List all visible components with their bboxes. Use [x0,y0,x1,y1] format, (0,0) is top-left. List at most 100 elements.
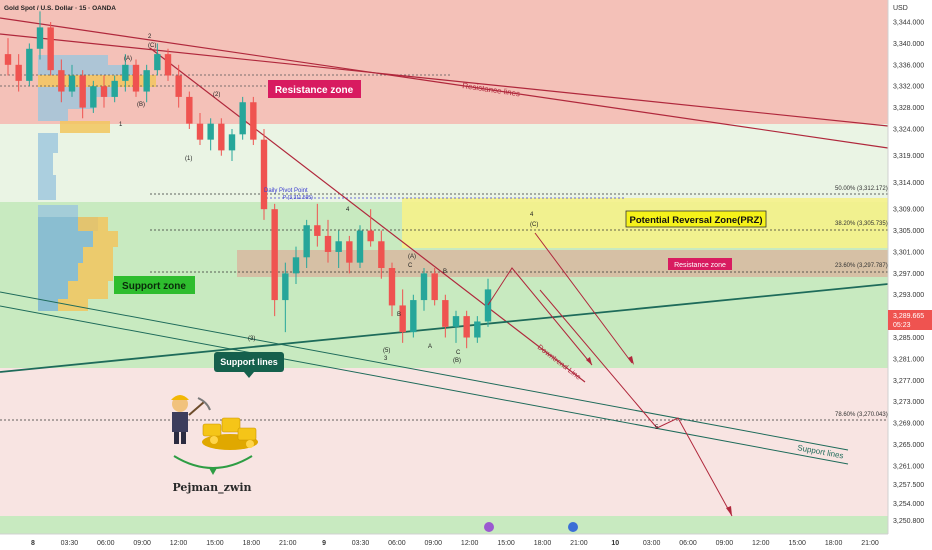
candles-layer [4,11,492,349]
y-tick-label: 3,285.000 [893,335,924,342]
x-tick-label: 21:00 [279,540,297,547]
candle [410,294,417,338]
x-tick-label: 12:00 [461,540,479,547]
wave-label: 1 [119,122,123,128]
candle [100,75,108,108]
neutral-area-upper [0,124,888,202]
x-tick-label: 12:00 [170,540,188,547]
price-axis[interactable]: USD 3,344.000 3,340.000 3,336.000 3,332.000… [887,0,932,550]
candle [154,43,161,76]
x-tick-label: 21:00 [861,540,879,547]
y-tick-label: 3,250.800 [893,518,924,525]
downtrend-line [149,47,586,383]
y-tick-label: 3,297.000 [893,271,924,278]
x-tick-label: 09:00 [425,540,443,547]
reference-lines [0,74,888,421]
daily-pivot-sub: P (3,311.595) [283,195,313,201]
resistance-line-2 [0,33,889,127]
vp-bar [38,55,108,65]
x-tick-label: 18:00 [825,540,843,547]
x-tick-label: 06:00 [97,540,115,547]
price-axis-bg [888,0,932,550]
wave-label: (2) [213,92,220,98]
candle [442,294,449,338]
candle [207,118,214,151]
y-tick-label: 3,301.000 [893,249,924,256]
y-tick-label: 3,309.000 [893,207,924,214]
projection-arrow-head-2 [628,356,634,365]
x-tick-label: 8 [31,540,35,547]
candle [303,219,310,268]
candle [143,64,150,103]
x-tick-label: 03:00 [643,540,661,547]
x-tick-label: 15:00 [206,540,224,547]
x-tick-label: 15:00 [497,540,515,547]
event-icons [484,522,578,532]
neutral-area-lower [0,368,888,516]
support-lines-label: Support lines [220,357,278,367]
wave-label: (3) [248,336,255,342]
candle [431,268,438,306]
candle [36,11,44,60]
wave-label: 2 [148,34,152,40]
wave-labels: 2 (C) (A) (B) 1 (2) (1) 4 4 (C) (A) C B … [119,34,659,431]
candle [122,54,129,92]
fib-labels: 50.00% (3,312.172) 38.20% (3,305.735) 23… [264,186,888,418]
candle [228,128,236,162]
candle [484,278,492,327]
candle [196,112,204,146]
prz-box [625,210,767,228]
y-tick-label: 3,305.000 [893,228,924,235]
resistance-zone-label: Resistance zone [275,85,354,96]
vp-bar [38,133,58,153]
wave-label: (A) [124,56,132,62]
time-axis[interactable]: 8 03:30 06:00 09:00 12:00 15:00 18:00 21:00 9 03:… [0,522,888,550]
event-icon [484,522,494,532]
trend-lines [0,17,889,465]
y-tick-label: 3,293.000 [893,292,924,299]
vp-bar [38,205,78,217]
wave-label: (1) [185,156,192,162]
y-tick-label: 3,277.000 [893,378,924,385]
wave-label: 3 [384,356,388,362]
vp-bar [38,97,93,109]
x-tick-label: 18:00 [243,540,261,547]
candle [239,96,246,140]
y-tick-label: 3,336.000 [893,62,924,69]
wave-label: B [397,312,401,318]
volume-profile [38,55,156,311]
wave-label: (C) [530,222,538,228]
vp-bar [38,247,83,263]
x-tick-label: 9 [322,540,326,547]
vp-bar [38,263,78,281]
candle [420,268,428,311]
vp-bar [38,153,53,175]
y-tick-label: 3,344.000 [893,20,924,27]
projection-arrow-head-3 [726,506,732,516]
y-tick-label: 3,324.000 [893,126,924,133]
candle [250,96,257,146]
price-tag-countdown: 05:23 [893,322,911,329]
resistance-zone-box [268,80,361,98]
candle [186,91,193,129]
vp-bar [68,281,108,299]
resistance-zone-area [0,0,888,124]
vp-bar [93,231,118,247]
x-tick-label: 21:00 [570,540,588,547]
vp-bar [38,109,68,121]
y-tick-label: 3,319.000 [893,153,924,160]
candle [335,230,342,268]
wave-label: (A) [408,254,416,260]
vp-bar [38,175,56,200]
x-tick-label: 12:00 [752,540,770,547]
miner-figure [171,395,211,444]
wave-label: (5) [383,348,390,354]
vp-bar [38,281,68,299]
candle [474,316,481,343]
y-tick-label: 3,254.000 [893,501,924,508]
projection-path-2 [534,232,633,364]
x-tick-label: 10 [611,540,619,547]
wave-label: A [428,344,432,350]
candle [452,310,460,343]
